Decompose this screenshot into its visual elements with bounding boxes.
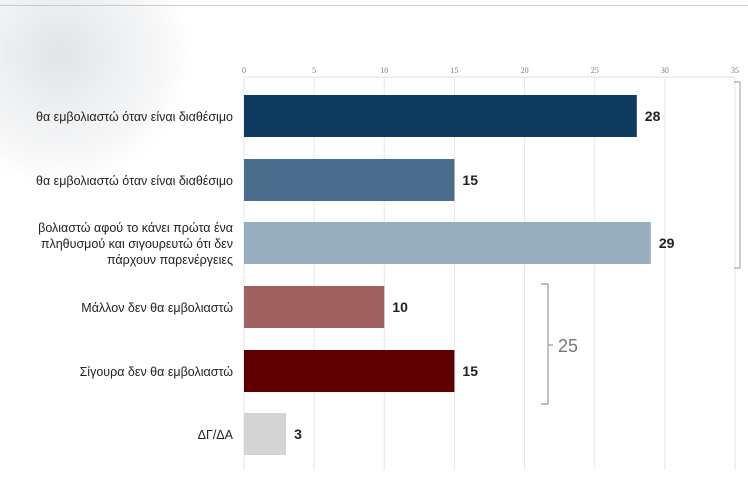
category-label: πάρχουν παρενέργειες (107, 253, 233, 267)
bar (244, 413, 287, 455)
bracket-top-group (734, 81, 741, 269)
bar (244, 95, 637, 137)
bar (244, 222, 651, 264)
x-tick-label: 20 (521, 66, 529, 75)
category-label: ΔΓ/ΔΑ (198, 428, 234, 442)
category-label: βολιαστώ αφού το κάνει πρώτα ένα (38, 221, 233, 235)
category-label: πληθυσμού και σιγουρευτώ ότι δεν (41, 237, 233, 251)
bar (244, 286, 385, 328)
x-tick-label: 10 (380, 66, 388, 75)
data-label: 15 (462, 172, 478, 188)
data-label: 15 (462, 363, 478, 379)
bracket-negative-group (541, 283, 553, 405)
top-divider (0, 5, 748, 6)
data-label: 29 (659, 235, 675, 251)
bar (244, 159, 455, 201)
category-label: Μάλλον δεν θα εμβολιαστώ (81, 301, 233, 315)
x-tick-label: 30 (661, 66, 669, 75)
category-label: Σίγουρα δεν θα εμβολιαστώ (80, 365, 234, 379)
data-label: 10 (392, 299, 408, 315)
bar (244, 350, 455, 392)
data-label: 28 (645, 108, 661, 124)
data-label: 3 (294, 426, 302, 442)
x-tick-label: 35 (731, 66, 739, 75)
x-tick-label: 25 (591, 66, 599, 75)
x-tick-label: 15 (450, 66, 458, 75)
category-label: θα εμβολιαστώ όταν είναι διαθέσιμο (36, 174, 233, 188)
category-label: θα εμβολιαστώ όταν είναι διαθέσιμο (36, 110, 233, 124)
x-tick-label: 5 (312, 66, 316, 75)
group-total-label: 25 (558, 336, 578, 356)
x-tick-label: 0 (242, 66, 246, 75)
